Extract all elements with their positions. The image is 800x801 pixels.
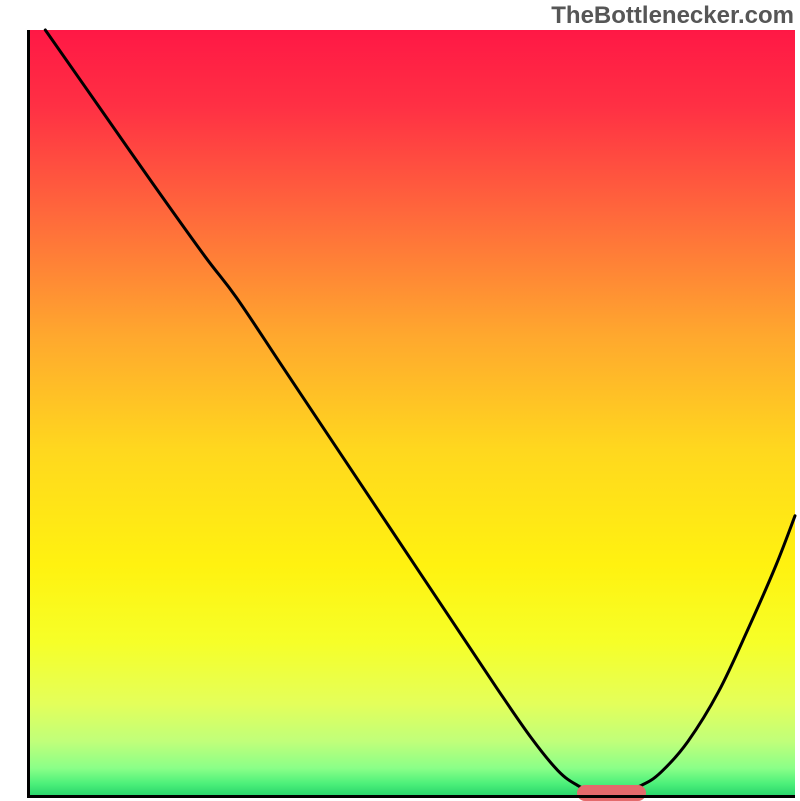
plot-area bbox=[30, 30, 795, 795]
watermark-label: TheBottlenecker.com bbox=[551, 2, 794, 29]
watermark-text: TheBottlenecker.com bbox=[551, 2, 794, 30]
axis-left-border bbox=[27, 30, 30, 798]
optimal-range-marker bbox=[577, 785, 646, 801]
axis-bottom-border bbox=[27, 795, 795, 798]
bottleneck-curve bbox=[30, 30, 795, 795]
